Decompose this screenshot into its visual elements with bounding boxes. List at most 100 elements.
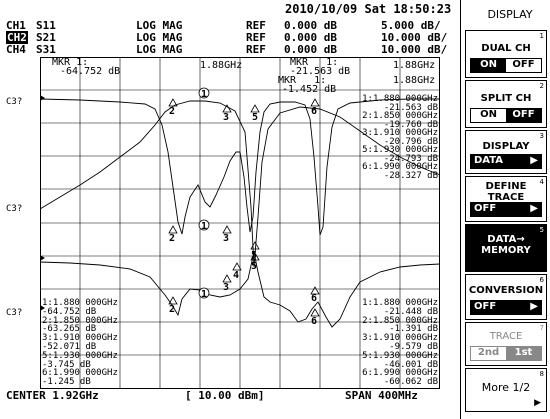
softkey-number: 1 bbox=[539, 32, 544, 40]
channel-param: S11 bbox=[36, 19, 56, 32]
marker-label: 5 bbox=[252, 112, 258, 123]
marker-label: 6 bbox=[311, 106, 317, 117]
softkey-number: 6 bbox=[539, 276, 544, 284]
marker-readout-freq: 1.88GHz bbox=[200, 60, 243, 71]
softkey-label: DISPLAY bbox=[482, 141, 530, 152]
trace-s31 bbox=[40, 251, 440, 328]
channel-format: LOG MAG bbox=[136, 31, 183, 44]
toggle-off[interactable]: OFF bbox=[512, 59, 535, 70]
marker-label: 2 bbox=[169, 304, 175, 315]
center-frequency: CENTER 1.92GHz bbox=[6, 389, 99, 402]
marker-labels-top: 1 2 3 5 6 bbox=[169, 89, 317, 123]
marker-table-row: -19.760 dB bbox=[383, 119, 438, 130]
dual-channel-softkey[interactable]: 1 DUAL CH ON OFF bbox=[465, 30, 547, 78]
marker-table-row: 2:1.850 000GHz bbox=[362, 111, 438, 121]
marker-label: 1 bbox=[201, 289, 207, 300]
channel-label: C3? bbox=[6, 204, 23, 214]
marker-table-bottom-right: 1:1.880 000GHz -21.448 dB 2:1.850 000GHz… bbox=[362, 299, 438, 387]
menu-divider bbox=[460, 0, 461, 419]
channel-scale: 5.000 dB/ bbox=[381, 19, 441, 32]
marker-labels-mid: 1 2 3 4 5 6 bbox=[169, 221, 317, 304]
channel-format: LOG MAG bbox=[136, 43, 183, 56]
ref-pointer bbox=[40, 95, 45, 101]
marker-table-row: -64.752 dB bbox=[42, 306, 97, 317]
marker-table-row: -52.071 dB bbox=[42, 341, 97, 352]
channel-scale: 10.000 dB/ bbox=[381, 31, 448, 44]
marker-table-row: -21.448 dB bbox=[383, 306, 438, 317]
define-trace-value: OFF ▶ bbox=[470, 202, 542, 217]
split-channel-softkey[interactable]: 2 SPLIT CH ON OFF bbox=[465, 80, 547, 128]
marker-label: 5 bbox=[251, 250, 257, 261]
trace-display[interactable]: 1 2 3 5 6 1 2 3 4 5 6 1 2 3 5 6 bbox=[40, 57, 440, 389]
define-trace-value-text: OFF bbox=[474, 203, 497, 214]
marker-table-row: -20.796 dB bbox=[383, 136, 438, 147]
marker-label: 2 bbox=[169, 233, 175, 244]
marker-readout-right-value-1: -21.563 dB bbox=[290, 66, 351, 77]
marker-table-row: -28.327 dB bbox=[383, 170, 438, 181]
marker-readout-right-value-2: -1.452 dB bbox=[282, 84, 337, 95]
marker-labels-bot: 1 2 3 5 6 bbox=[169, 261, 317, 327]
toggle-off[interactable]: OFF bbox=[506, 109, 541, 122]
source-power: [ 10.00 dBm] bbox=[185, 389, 265, 402]
channel-ref: REF bbox=[246, 31, 266, 44]
trace-markers bbox=[168, 98, 320, 317]
trace-s21 bbox=[40, 100, 440, 268]
trace-softkey[interactable]: 7 TRACE 2nd 1st bbox=[465, 322, 547, 366]
display-value: DATA ▶ bbox=[470, 154, 542, 169]
marker-table-row: -46.001 dB bbox=[383, 359, 438, 370]
conversion-softkey[interactable]: 6 CONVERSION OFF ▶ bbox=[465, 274, 547, 320]
softkey-number: 2 bbox=[539, 82, 544, 90]
marker-table-row: 3:1.910 000GHz bbox=[42, 333, 118, 344]
marker-label: 2 bbox=[169, 106, 175, 117]
softkey-number: 3 bbox=[539, 132, 544, 140]
marker-label: 6 bbox=[311, 316, 317, 327]
marker-table-row: -1.391 dB bbox=[389, 324, 438, 335]
toggle-on[interactable]: ON bbox=[471, 59, 506, 72]
marker-1-symbol bbox=[198, 219, 210, 231]
marker-readout-right-freq-2: 1.88GHz bbox=[393, 75, 436, 86]
marker-readout-left: MKR 1: bbox=[52, 57, 89, 68]
marker-table-row: 6:1.990 000GHz bbox=[362, 368, 438, 379]
softkey-number: 8 bbox=[539, 370, 544, 378]
marker-table-row: 1:1.880 000GHz bbox=[362, 298, 438, 308]
more-softkey[interactable]: 8 More 1/2 ▶ bbox=[465, 368, 547, 412]
dual-channel-toggle[interactable]: ON OFF bbox=[470, 58, 542, 73]
softkey-label: SPLIT CH bbox=[480, 93, 532, 104]
channel-name: CH4 bbox=[6, 43, 26, 56]
toggle-1st[interactable]: 1st bbox=[506, 347, 541, 360]
softkey-label-2: TRACE bbox=[487, 192, 525, 203]
menu-title: DISPLAY bbox=[487, 8, 533, 21]
marker-table-row: 5:1.930 000GHz bbox=[42, 350, 118, 361]
display-softkey[interactable]: 3 DISPLAY DATA ▶ bbox=[465, 130, 547, 174]
marker-label: 4 bbox=[233, 270, 239, 281]
marker-label: 6 bbox=[311, 293, 317, 304]
marker-table-row: 2:1.850 000GHz bbox=[362, 315, 438, 326]
data-to-memory-softkey[interactable]: 5 DATA→ MEMORY bbox=[465, 224, 547, 272]
marker-label: 3 bbox=[223, 112, 229, 123]
ref-pointer bbox=[40, 305, 45, 311]
conversion-value-text: OFF bbox=[474, 301, 497, 312]
marker-table-row: 6:1.990 000GHz bbox=[362, 162, 438, 172]
channel-ref: REF bbox=[246, 19, 266, 32]
softkey-number: 5 bbox=[539, 226, 544, 234]
marker-table-row: 3:1.910 000GHz bbox=[362, 128, 438, 138]
softkey-number: 7 bbox=[539, 324, 544, 332]
span-frequency: SPAN 400MHz bbox=[345, 389, 418, 402]
softkey-number: 4 bbox=[539, 178, 544, 186]
define-trace-softkey[interactable]: 4 DEFINE TRACE OFF ▶ bbox=[465, 176, 547, 222]
channel-param: S21 bbox=[36, 31, 56, 44]
split-channel-toggle[interactable]: ON OFF bbox=[470, 108, 542, 123]
channel-ref-value: 0.000 dB bbox=[284, 43, 337, 56]
marker-label: 5 bbox=[251, 261, 257, 272]
toggle-on[interactable]: ON bbox=[480, 109, 497, 120]
marker-readout-num: 1: bbox=[76, 57, 89, 68]
marker-label: 3 bbox=[223, 233, 229, 244]
marker-readout-label: MKR bbox=[52, 57, 71, 68]
softkey-label-2: MEMORY bbox=[481, 245, 531, 256]
submenu-arrow-icon: ▶ bbox=[530, 155, 538, 166]
marker-1-symbol bbox=[198, 287, 210, 299]
marker-table-row: -1.245 dB bbox=[42, 377, 91, 388]
trace-toggle[interactable]: 2nd 1st bbox=[470, 346, 542, 361]
toggle-2nd[interactable]: 2nd bbox=[477, 347, 500, 358]
ref-pointer bbox=[40, 255, 45, 261]
